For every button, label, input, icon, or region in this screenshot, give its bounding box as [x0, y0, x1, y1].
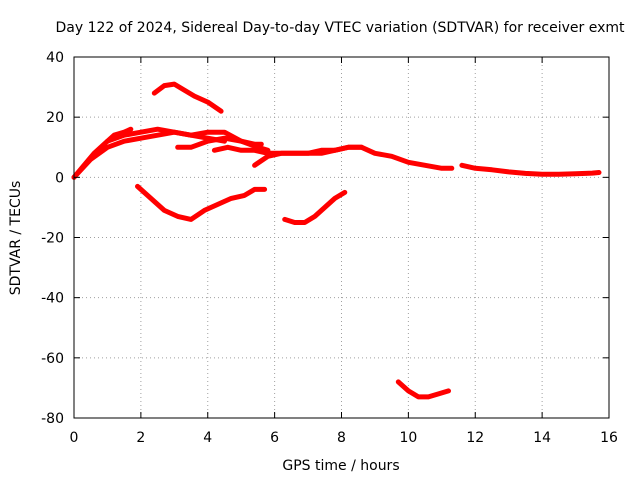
x-tick-label: 4 [203, 430, 212, 446]
y-tick-label: -80 [41, 411, 64, 427]
x-tick-label: 6 [270, 430, 279, 446]
series-arc-11 [395, 379, 451, 400]
y-tick-label: -20 [41, 231, 64, 247]
series-arc-3 [104, 126, 227, 144]
x-axis-title: GPS time / hours [282, 458, 399, 474]
x-tick-label: 12 [466, 430, 484, 446]
series-arc-10 [459, 162, 602, 177]
y-tick-label: -60 [41, 351, 64, 367]
x-tick-label: 0 [70, 430, 79, 446]
series-arc-8 [135, 183, 268, 222]
x-tick-label: 14 [533, 430, 551, 446]
series-arc-9 [282, 189, 348, 225]
series-layer [71, 81, 602, 400]
series-arc-5 [175, 135, 264, 150]
series-arc-4 [151, 81, 224, 114]
y-tick-label: 40 [46, 50, 64, 66]
x-tick-label: 16 [600, 430, 618, 446]
x-tick-label: 8 [337, 430, 346, 446]
y-tick-label: 20 [46, 110, 64, 126]
grid [74, 57, 609, 418]
chart-title: Day 122 of 2024, Sidereal Day-to-day VTE… [56, 20, 626, 36]
x-tick-label: 2 [136, 430, 145, 446]
y-axis-title: SDTVAR / TECUs [8, 181, 24, 296]
series-arc-7 [252, 144, 365, 168]
x-tick-label: 10 [399, 430, 417, 446]
y-tick-label: 0 [55, 170, 64, 186]
y-tick-label: -40 [41, 291, 64, 307]
x-axis-ticks: 0 2 4 6 8 10 12 14 16 [70, 57, 618, 446]
y-axis-ticks: 40 20 0 -20 -40 -60 -80 [41, 50, 609, 427]
